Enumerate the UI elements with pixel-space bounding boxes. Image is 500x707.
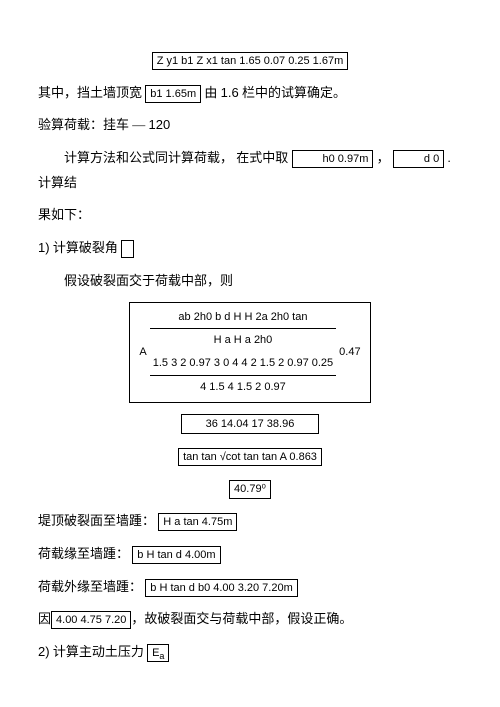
A-label: A	[136, 306, 149, 400]
row-3: 荷载外缘至墙踵： b H tan d b0 4.00 3.20 7.20m	[38, 575, 462, 600]
frac-mid: H a H a 2h0	[150, 329, 336, 352]
box-top-eq: Z y1 b1 Z x1 tan 1.65 0.07 0.25 1.67m	[152, 52, 349, 70]
para-3b: 果如下：	[38, 203, 462, 228]
box-r1: H a tan 4.75m	[158, 513, 237, 531]
frac-row1: 1.5 3 2 0.97 3 0 4 4 2 1.5 2 0.97 0.25	[150, 352, 336, 375]
text: 1.6	[221, 85, 239, 100]
text: 其中，挡土墙顶宽	[38, 85, 145, 100]
box-ea: Ea	[147, 644, 169, 662]
text: 因	[38, 611, 51, 626]
text: 荷载外缘至墙踵：	[38, 579, 142, 594]
row-1: 堤顶破裂面至墙踵： H a tan 4.75m	[38, 509, 462, 534]
box-h0: h0 0.97m	[292, 150, 374, 168]
text: 荷载缘至墙踵：	[38, 546, 129, 561]
equation-top: Z y1 b1 Z x1 tan 1.65 0.07 0.25 1.67m	[38, 48, 462, 73]
para-3: 计算方法和公式同计算荷载， 在式中取 h0 0.97m ， d 0 . 计算结	[38, 146, 462, 195]
frac-num1: ab 2h0 b d H H 2a 2h0 tan	[150, 306, 336, 329]
frac-val: 0.47	[336, 306, 363, 400]
box-tan: tan tan √cot tan tan A 0.863	[178, 448, 322, 466]
num: 120	[149, 117, 171, 132]
para-2: 验算荷载：挂车 — 120	[38, 113, 462, 138]
text: 计算主动土压力	[50, 644, 148, 659]
box-r3: b H tan d b0 4.00 3.20 7.20m	[145, 579, 298, 597]
section-2: 2) 计算主动土压力 Ea	[38, 640, 462, 665]
text: 验算荷载：挂车 —	[38, 117, 149, 132]
box-r4: 4.00 4.75 7.20	[51, 611, 131, 629]
row-2: 荷载缘至墙踵： b H tan d 4.00m	[38, 542, 462, 567]
text: ，	[377, 150, 390, 165]
calc-row1: 36 14.04 17 38.96	[38, 411, 462, 436]
fraction-block: A ab 2h0 b d H H 2a 2h0 tan 0.47 H a H a…	[38, 302, 462, 404]
box-calc1: 36 14.04 17 38.96	[181, 414, 320, 434]
box-d0: d 0	[393, 150, 444, 168]
text: 计算破裂角	[50, 240, 122, 255]
frac-row2: 4 1.5 4 1.5 2 0.97	[150, 376, 336, 399]
box-r2: b H tan d 4.00m	[132, 546, 220, 564]
text: 计算方法和公式同计算荷载， 在式中取	[64, 150, 292, 165]
row-4: 因4.00 4.75 7.20，故破裂面交与荷载中部，假设正确。	[38, 607, 462, 632]
section-1: 1) 计算破裂角	[38, 236, 462, 261]
para-4: 假设破裂面交于荷载中部，则	[38, 269, 462, 294]
text: 由	[204, 85, 220, 100]
num: 1)	[38, 240, 50, 255]
para-1: 其中，挡土墙顶宽 b1 1.65m 由 1.6 栏中的试算确定。	[38, 81, 462, 106]
box-b1: b1 1.65m	[145, 85, 201, 103]
box-empty1	[121, 240, 134, 258]
text: 堤顶破裂面至墙踵：	[38, 513, 155, 528]
box-angle: 40.79⁰	[229, 480, 271, 498]
num: 2)	[38, 644, 50, 659]
text: ，故破裂面交与荷载中部，假设正确。	[131, 611, 352, 626]
calc-row2: tan tan √cot tan tan A 0.863	[38, 444, 462, 469]
text: 栏中的试算确定。	[242, 85, 346, 100]
calc-row3: 40.79⁰	[38, 476, 462, 501]
